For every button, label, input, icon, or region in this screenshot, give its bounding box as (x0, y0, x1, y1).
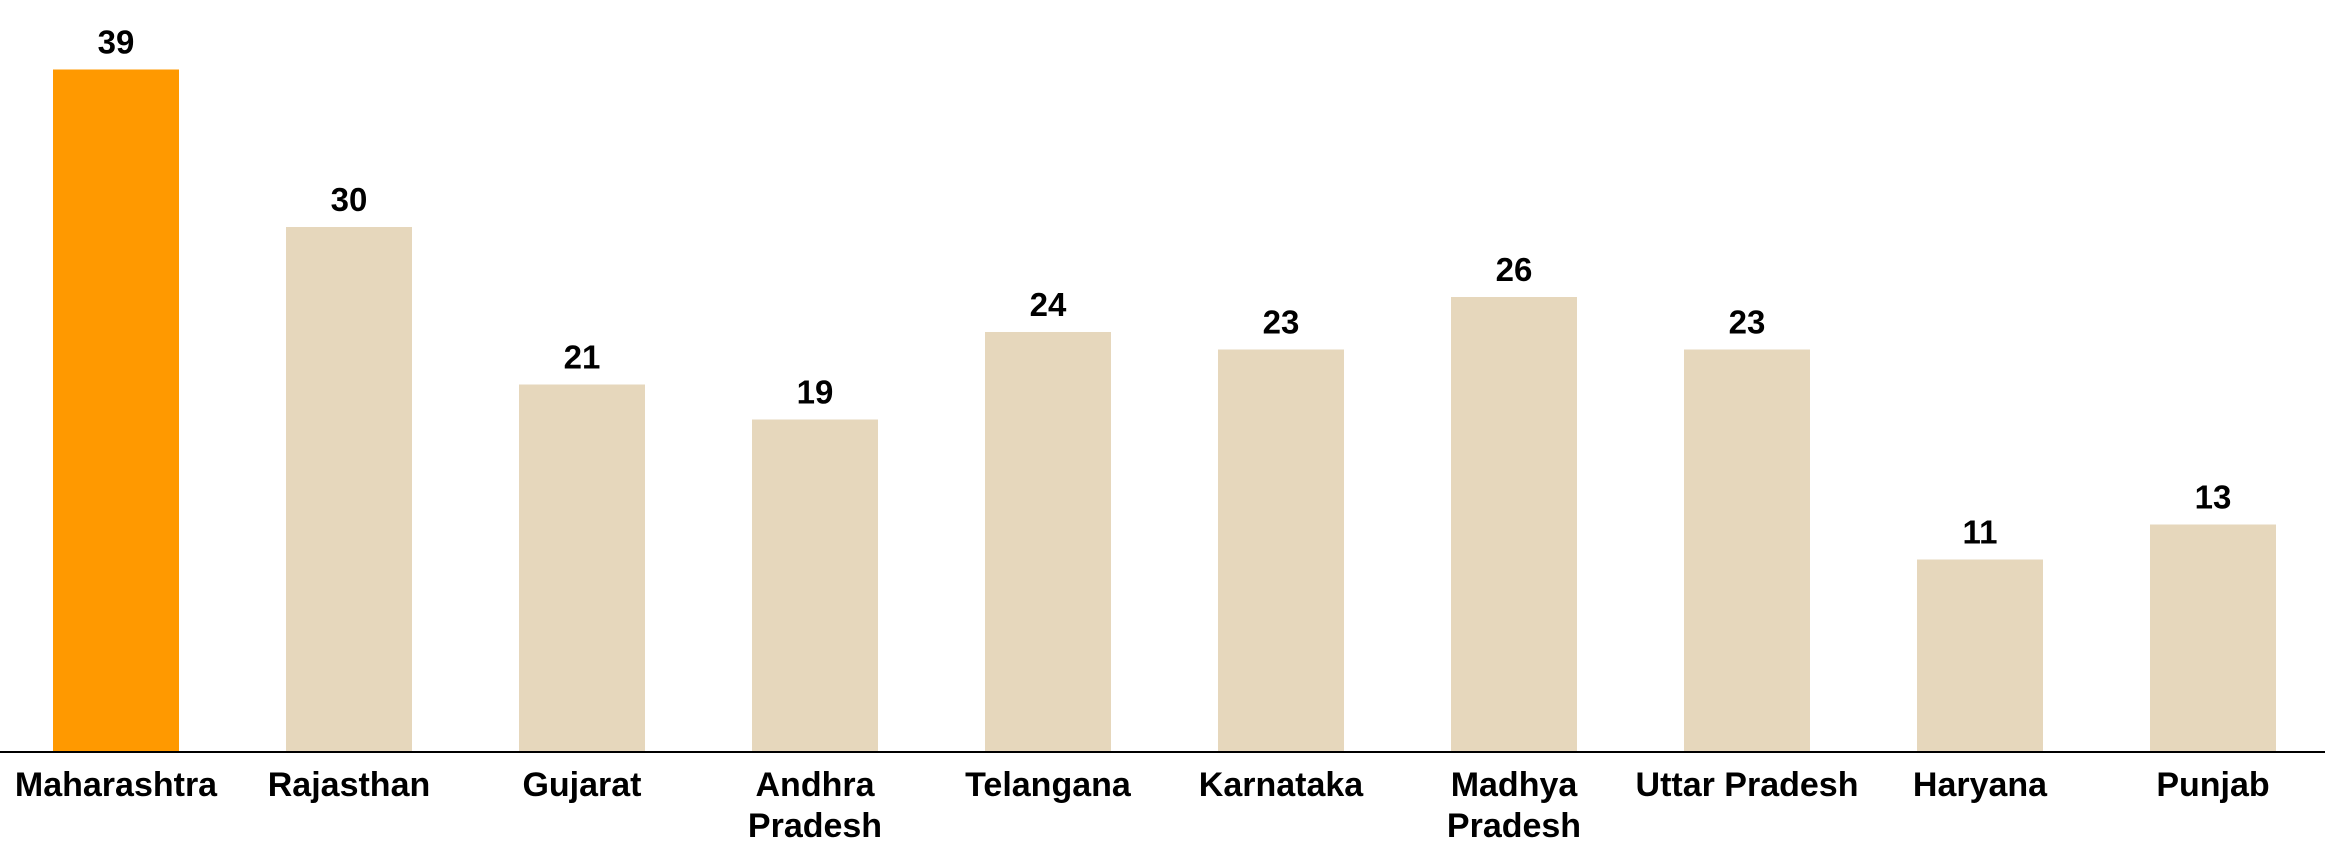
value-label: 23 (1263, 304, 1300, 341)
value-label: 23 (1729, 304, 1766, 341)
value-label: 30 (331, 181, 368, 218)
value-label: 11 (1963, 514, 1998, 551)
value-label: 21 (564, 339, 601, 376)
x-tick-label: Punjab (2156, 766, 2270, 804)
x-tick-label: Rajasthan (267, 766, 431, 804)
x-tick-label: Andhra Pradesh (747, 766, 883, 845)
bar (2150, 524, 2276, 752)
value-label: 13 (2195, 479, 2232, 516)
x-tick-label: Gujarat (522, 766, 642, 804)
bar (286, 227, 412, 752)
x-tick-label: Karnataka (1198, 766, 1364, 804)
x-tick-label: Telangana (965, 766, 1131, 804)
x-tick-label: Madhya Pradesh (1446, 766, 1582, 845)
value-label: 19 (797, 374, 834, 411)
bar (1451, 297, 1577, 752)
bar (752, 419, 878, 752)
x-tick-label: Uttar Pradesh (1635, 766, 1859, 804)
bar (1684, 349, 1810, 752)
bar (53, 69, 179, 752)
value-label: 26 (1496, 251, 1533, 288)
bar (519, 384, 645, 752)
bar (1917, 559, 2043, 752)
x-tick-label: Maharashtra (14, 766, 218, 804)
bar (985, 332, 1111, 752)
x-tick-label: Haryana (1912, 766, 2048, 804)
bar (1218, 349, 1344, 752)
value-label: 39 (98, 24, 135, 61)
value-label: 24 (1030, 286, 1067, 323)
